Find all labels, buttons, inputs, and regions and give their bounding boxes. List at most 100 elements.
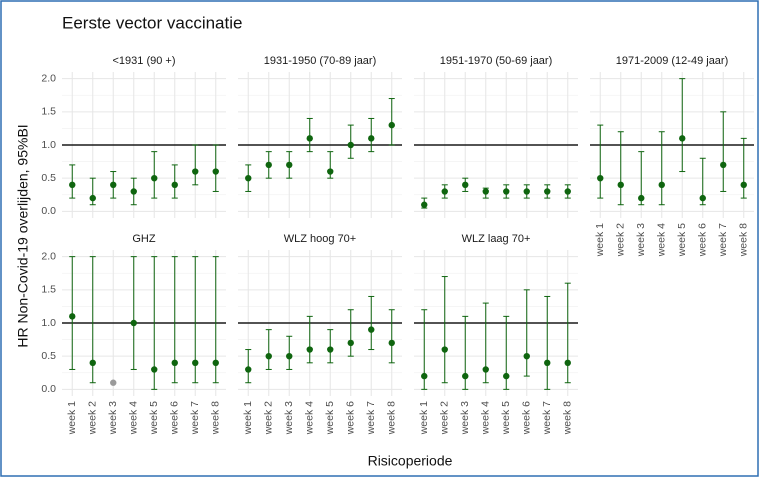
strip-title: 1931-1950 (70-89 jaar) (264, 55, 377, 67)
point (89, 359, 96, 367)
y-tick-label: 1.0 (41, 139, 56, 151)
point (740, 181, 747, 189)
x-tick-label: week 6 (697, 223, 709, 257)
point (617, 181, 624, 189)
strip-title: 1971-2009 (12-49 jaar) (616, 55, 729, 67)
point (130, 188, 137, 195)
point (679, 135, 686, 142)
x-tick-label: week 7 (541, 401, 553, 435)
x-tick-label: week 5 (324, 401, 336, 435)
point (245, 174, 252, 182)
point (286, 161, 293, 169)
y-tick-label: 1.5 (41, 284, 56, 296)
x-tick-label: week 4 (304, 401, 316, 435)
point (482, 188, 489, 195)
x-tick-label: week 8 (386, 401, 398, 435)
x-tick-label: week 5 (148, 401, 160, 435)
x-tick-label: week 1 (242, 401, 254, 435)
point (347, 339, 354, 347)
point (658, 181, 665, 189)
point (151, 174, 158, 182)
x-tick-label: week 5 (500, 401, 512, 435)
point (462, 372, 469, 380)
point (212, 168, 219, 175)
point (286, 352, 293, 360)
x-tick-label: week 8 (210, 401, 222, 435)
point (192, 168, 199, 175)
point (69, 313, 76, 320)
point (523, 188, 530, 195)
x-tick-label: week 7 (189, 401, 201, 435)
x-tick-label: week 4 (656, 223, 668, 257)
x-tick-label: week 3 (459, 401, 471, 435)
x-tick-label: week 2 (439, 401, 451, 435)
x-tick-label: week 8 (562, 401, 574, 435)
x-tick-label: week 7 (365, 401, 377, 435)
strip-title: WLZ laag 70+ (462, 233, 531, 245)
x-tick-label: week 8 (738, 223, 750, 257)
strip-title: GHZ (132, 233, 156, 245)
point (523, 352, 530, 360)
x-tick-label: week 3 (107, 401, 119, 435)
point (212, 359, 219, 367)
x-tick-label: week 6 (169, 401, 181, 435)
point (597, 174, 604, 182)
x-tick-label: week 6 (521, 401, 533, 435)
x-tick-label: week 1 (594, 223, 606, 257)
point (130, 319, 137, 327)
y-tick-label: 2.0 (41, 72, 56, 84)
x-tick-label: week 7 (717, 223, 729, 257)
point (462, 181, 469, 189)
point (327, 346, 334, 353)
point (564, 188, 571, 195)
point (245, 366, 252, 373)
point (347, 141, 354, 149)
point (265, 161, 272, 169)
y-tick-label: 1.0 (41, 317, 56, 329)
point (192, 359, 199, 367)
point (69, 181, 76, 189)
point (306, 135, 313, 142)
x-tick-label: week 5 (676, 223, 688, 257)
point (110, 181, 117, 189)
point (388, 121, 395, 129)
x-tick-label: week 2 (615, 223, 627, 257)
point (503, 188, 510, 195)
y-tick-label: 0.5 (41, 350, 56, 362)
point (171, 359, 178, 367)
x-axis-title: Risicoperiode (368, 453, 453, 469)
point (503, 372, 510, 380)
x-tick-label: week 2 (87, 401, 99, 435)
point (368, 326, 375, 333)
y-tick-label: 1.5 (41, 106, 56, 118)
point (720, 161, 727, 169)
strip-title: WLZ hoog 70+ (284, 233, 356, 245)
y-tick-label: 0.5 (41, 172, 56, 184)
x-tick-label: week 1 (418, 401, 430, 435)
y-axis-title: HR Non-Covid-19 overlijden, 95%BI (15, 124, 31, 347)
y-tick-label: 2.0 (41, 250, 56, 262)
x-tick-label: week 6 (345, 401, 357, 435)
strip-title: 1951-1970 (50-69 jaar) (440, 55, 553, 67)
point (544, 359, 551, 367)
point (699, 194, 706, 202)
point (638, 194, 645, 202)
x-tick-label: week 4 (480, 401, 492, 435)
y-tick-label: 0.0 (41, 383, 56, 395)
x-tick-label: week 2 (263, 401, 275, 435)
y-tick-label: 0.0 (41, 205, 56, 217)
x-tick-label: week 4 (128, 401, 140, 435)
point (265, 352, 272, 360)
point (441, 188, 448, 195)
x-tick-label: week 1 (66, 401, 78, 435)
point (421, 201, 428, 208)
point (306, 346, 313, 353)
x-tick-label: week 3 (635, 223, 647, 257)
chart-title: Eerste vector vaccinatie (62, 13, 242, 32)
point (89, 194, 96, 202)
x-tick-label: week 3 (283, 401, 295, 435)
strip-title: <1931 (90 +) (113, 55, 176, 67)
point (151, 366, 158, 373)
